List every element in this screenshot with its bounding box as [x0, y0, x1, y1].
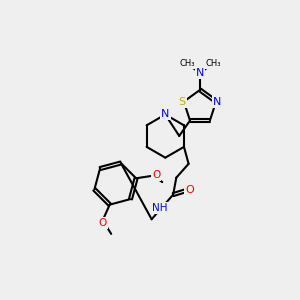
- Text: NH: NH: [152, 203, 167, 213]
- Text: CH₃: CH₃: [205, 59, 221, 68]
- Text: O: O: [152, 170, 160, 180]
- Text: N: N: [196, 68, 204, 78]
- Text: CH₃: CH₃: [179, 59, 195, 68]
- Text: N: N: [161, 109, 170, 119]
- Text: O: O: [185, 185, 194, 195]
- Text: S: S: [179, 97, 186, 106]
- Text: O: O: [99, 218, 107, 228]
- Text: N: N: [213, 97, 221, 106]
